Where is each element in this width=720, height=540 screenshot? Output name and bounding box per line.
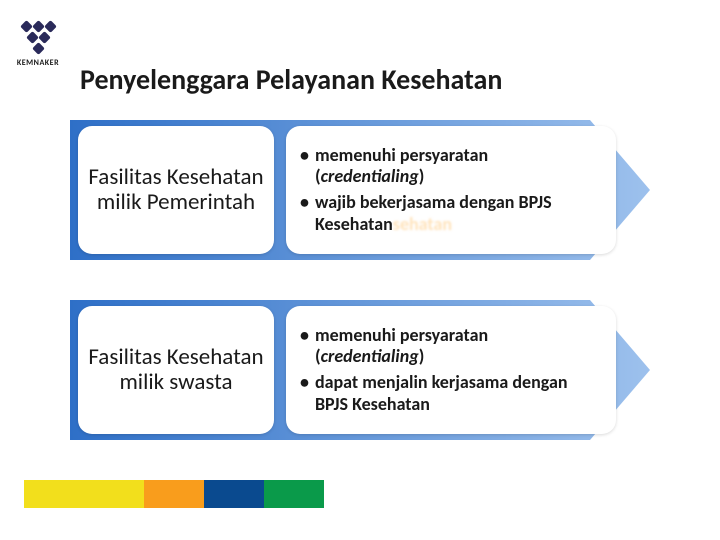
page-title: Penyelenggara Pelayanan Kesehatan: [80, 62, 502, 97]
stripe-seg: [264, 480, 324, 508]
facility-title: Fasilitas Kesehatan milik Pemerintah: [88, 165, 264, 216]
bullets-box-pemerintah: • memenuhi persyaratan (credentialing) •…: [286, 126, 616, 254]
logo-label: KEMNAKER: [16, 58, 60, 68]
bullet-text: wajib bekerjasama dengan BPJS Kesehatans…: [315, 192, 598, 235]
row-pemerintah: Fasilitas Kesehatan milik Pemerintah • m…: [70, 120, 650, 260]
facility-box-swasta: Fasilitas Kesehatan milik swasta: [78, 306, 274, 434]
bullet-text: memenuhi persyaratan (credentialing): [315, 145, 598, 188]
bullet-text: memenuhi persyaratan (credentialing): [315, 325, 598, 368]
logo: KEMNAKER: [16, 16, 60, 68]
facility-box-pemerintah: Fasilitas Kesehatan milik Pemerintah: [78, 126, 274, 254]
row-swasta: Fasilitas Kesehatan milik swasta • memen…: [70, 300, 650, 440]
facility-title: Fasilitas Kesehatan milik swasta: [88, 345, 264, 396]
bullets-box-swasta: • memenuhi persyaratan (credentialing) •…: [286, 306, 616, 434]
stripe-seg: [24, 480, 144, 508]
bullet-item: • memenuhi persyaratan (credentialing): [300, 145, 598, 188]
bullet-item: • wajib bekerjasama dengan BPJS Kesehata…: [300, 192, 598, 235]
kemnaker-icon: [16, 16, 60, 56]
stripe-seg: [204, 480, 264, 508]
stripe-seg: [144, 480, 204, 508]
bullet-item: • memenuhi persyaratan (credentialing): [300, 325, 598, 368]
bullet-item: • dapat menjalin kerjasama dengan BPJS K…: [300, 372, 598, 415]
footer-stripe: [24, 480, 324, 508]
bullet-text: dapat menjalin kerjasama dengan BPJS Kes…: [315, 372, 598, 415]
